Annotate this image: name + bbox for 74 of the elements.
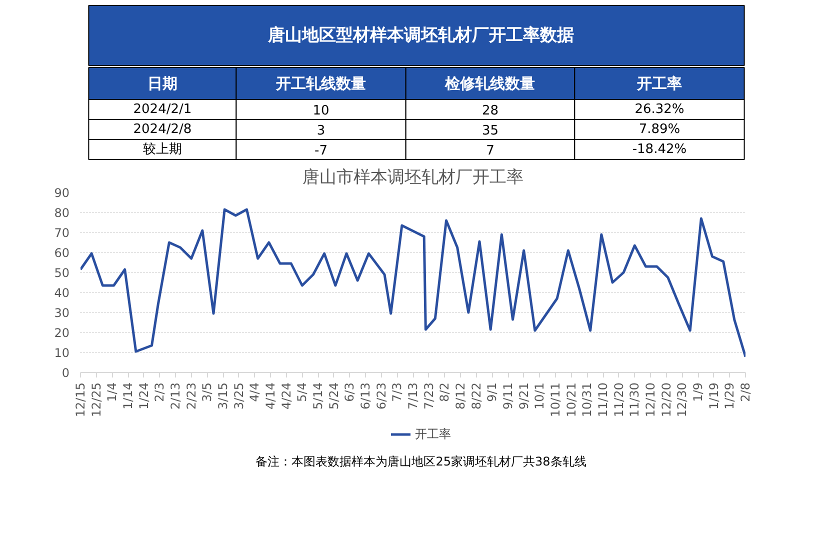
x-tick-label: 7/13 [406, 382, 420, 410]
x-tick-label: 7/23 [422, 382, 436, 410]
y-tick-label: 40 [54, 286, 70, 300]
text: 26.32% [634, 102, 684, 117]
chart-title: 唐山市样本调坯轧材厂开工率 [302, 168, 524, 188]
y-tick-label: 10 [54, 346, 70, 360]
x-tick-label: 4/14 [264, 382, 278, 410]
x-tick-label: 10/31 [580, 382, 594, 418]
x-tick-label: 12/10 [644, 382, 658, 418]
text: 35 [482, 124, 499, 138]
text: 日期 [147, 74, 178, 92]
y-tick-label: 70 [54, 226, 70, 240]
x-tick-label: 8/2 [438, 382, 452, 402]
text: 10 [312, 104, 330, 118]
text: -18.42% [632, 142, 687, 157]
y-tick-label: 60 [54, 246, 70, 260]
x-tick-label: 1/29 [722, 382, 737, 410]
text: 7 [486, 144, 494, 158]
x-tick-label: 3/25 [232, 382, 246, 410]
x-tick-label: 4/4 [248, 382, 262, 402]
x-tick-label: 6/13 [358, 382, 372, 410]
text: 开工率 [636, 74, 682, 92]
text: 唐山地区型材样本调坯轧材厂开工率数据 [267, 26, 574, 46]
text: 开工轧线数量 [275, 74, 366, 92]
x-tick-label: 1/14 [121, 382, 135, 410]
x-tick-label: 1/19 [706, 382, 721, 410]
x-tick-label: 7/3 [390, 382, 404, 402]
x-tick-label: 2/3 [152, 382, 167, 402]
x-tick-label: 1/24 [136, 382, 151, 410]
y-tick-label: 80 [54, 206, 70, 220]
x-tick-label: 12/30 [675, 382, 690, 418]
x-tick-label: 5/24 [326, 382, 341, 410]
text: 2024/2/8 [133, 122, 192, 137]
x-tick-label: 1/4 [105, 382, 120, 402]
y-tick-label: 90 [54, 186, 70, 200]
x-tick-label: 8/22 [469, 382, 484, 410]
x-tick-label: 10/11 [548, 382, 562, 418]
text: 备注：本图表数据样本为唐山地区25家调坯轧材厂共38条轧线 [256, 454, 586, 468]
x-tick-label: 8/12 [454, 382, 468, 410]
y-tick-label: 0 [62, 366, 70, 380]
x-tick-label: 12/25 [89, 382, 104, 418]
x-tick-label: 1/9 [691, 382, 705, 402]
y-tick-label: 30 [54, 306, 70, 320]
x-tick-label: 9/1 [485, 382, 500, 402]
x-tick-label: 4/24 [279, 382, 294, 410]
x-tick-label: 5/4 [295, 382, 310, 402]
x-tick-label: 11/30 [628, 382, 642, 418]
x-tick-label: 11/10 [596, 382, 610, 418]
text: 7.89% [638, 122, 680, 137]
text: 28 [482, 104, 499, 118]
x-tick-label: 9/11 [501, 382, 515, 410]
text: 检修轧线数量 [444, 74, 536, 92]
x-tick-label: 6/23 [374, 382, 388, 410]
text: 3 [316, 124, 326, 138]
x-tick-label: 9/21 [516, 382, 531, 410]
x-tick-label: 10/1 [532, 382, 547, 410]
x-tick-label: 2/8 [738, 382, 752, 402]
line-series [80, 208, 746, 358]
text: -7 [314, 144, 328, 158]
x-tick-label: 2/23 [184, 382, 198, 410]
x-tick-label: 3/15 [216, 382, 230, 410]
x-tick-label: 12/15 [74, 382, 88, 418]
x-tick-label: 3/5 [200, 382, 214, 402]
y-tick-label: 50 [54, 266, 70, 280]
text: 2024/2/1 [133, 102, 192, 117]
x-tick-label: 2/13 [168, 382, 182, 410]
x-tick-label: 10/21 [564, 382, 578, 418]
x-tick-label: 6/3 [342, 382, 357, 402]
legend-label: 开工率 [415, 426, 451, 442]
text: 较上期 [142, 142, 182, 157]
x-tick-label: 5/14 [311, 382, 325, 410]
y-tick-label: 20 [54, 326, 70, 340]
x-tick-label: 12/20 [659, 382, 674, 418]
x-tick-label: 11/20 [612, 382, 626, 418]
